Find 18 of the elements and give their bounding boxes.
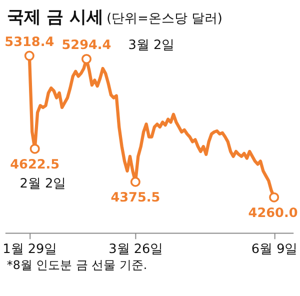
x-tick-label: 1월 29일 — [2, 242, 58, 257]
point — [24, 50, 34, 61]
text: 3월 2일 — [128, 38, 175, 54]
data-label: 4260.0 — [248, 206, 298, 222]
data-label: 4622.5 — [10, 158, 60, 173]
data-label: 5318.4 — [4, 34, 54, 50]
point — [269, 192, 280, 202]
chart-subtitle: (단위=온스당 달러) — [106, 12, 222, 27]
data-label: 4375.5 — [110, 190, 160, 206]
data-label: 5294.4 — [62, 38, 112, 54]
x-tick-label: 3월 26일 — [108, 242, 164, 257]
text: *8월 인도분 금 선물 기준. — [6, 258, 148, 272]
point — [30, 144, 40, 154]
annotation: 2월 2일 — [20, 176, 66, 192]
x-tick-label: 6월 9일 — [251, 242, 298, 257]
chart-title: 국제 금 시세 — [6, 6, 104, 27]
point — [81, 54, 92, 64]
point — [130, 176, 140, 187]
